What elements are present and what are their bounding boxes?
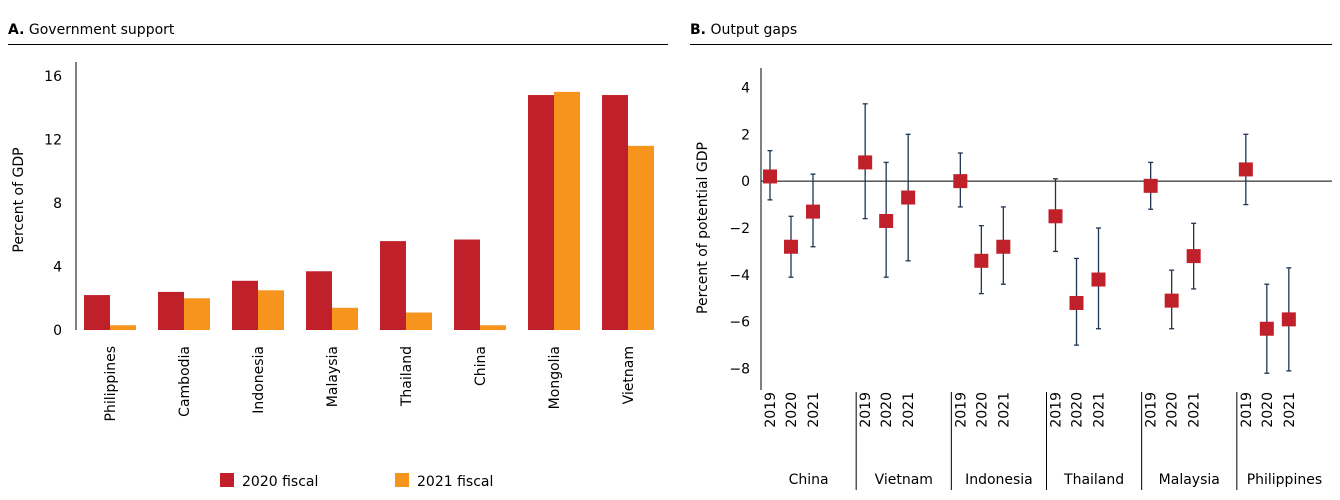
group-label: Philippines (1247, 472, 1322, 488)
x-tick-label: Mongolia (547, 346, 563, 409)
panel-a-title: A. Government support (8, 22, 174, 38)
group-label: Vietnam (875, 472, 933, 488)
x-tick-label: 2019 (1049, 392, 1065, 428)
bar-2021-cambodia (184, 298, 210, 330)
x-tick-label: 2021 (806, 392, 822, 428)
bar-2021-philippines (110, 325, 136, 330)
x-tick-label: 2021 (996, 392, 1012, 428)
panel-b-title: B. Output gaps (690, 22, 797, 38)
bar-2021-vietnam (628, 145, 654, 330)
bar-2020-thailand (380, 241, 406, 330)
x-tick-label: 2020 (1165, 392, 1181, 428)
x-tick-label: 2020 (879, 392, 895, 428)
point-philippines-2021 (1281, 312, 1296, 327)
point-indonesia-2020 (974, 253, 989, 268)
y-tick-label: 16 (44, 69, 62, 85)
point-malaysia-2021 (1186, 249, 1201, 264)
x-tick-label: 2019 (1239, 392, 1255, 428)
bar-2020-philippines (84, 295, 110, 330)
panel-a-letter: A. (8, 22, 25, 38)
point-vietnam-2020 (879, 213, 894, 228)
legend-label: 2020 fiscal (242, 474, 318, 490)
y-tick-label: −2 (729, 221, 750, 237)
bar-2020-malaysia (306, 271, 332, 330)
x-tick-label: 2020 (1260, 392, 1276, 428)
point-malaysia-2019 (1143, 178, 1158, 193)
y-axis-label: Percent of potential GDP (695, 142, 711, 314)
y-tick-label: −8 (729, 362, 750, 378)
x-tick-label: 2021 (1187, 392, 1203, 428)
x-tick-label: 2021 (1092, 392, 1108, 428)
point-philippines-2019 (1238, 162, 1253, 177)
x-tick-label: 2019 (1144, 392, 1160, 428)
x-tick-label: 2021 (1282, 392, 1298, 428)
legend-label: 2021 fiscal (417, 474, 493, 490)
panel-a-rule (8, 44, 668, 45)
group-label: Malaysia (1159, 472, 1220, 488)
legend-swatch (220, 473, 234, 487)
x-tick-label: 2020 (1070, 392, 1086, 428)
bar-2020-china (454, 239, 480, 330)
y-tick-label: 0 (741, 174, 750, 190)
point-malaysia-2020 (1164, 293, 1179, 308)
point-vietnam-2019 (858, 155, 873, 170)
group-label: Indonesia (965, 472, 1033, 488)
x-tick-label: 2020 (974, 392, 990, 428)
y-tick-label: 4 (53, 260, 62, 276)
x-tick-label: China (473, 346, 489, 386)
point-indonesia-2019 (953, 174, 968, 189)
panel-a-title-text: Government support (28, 22, 175, 38)
bar-2020-cambodia (158, 291, 184, 330)
x-tick-label: 2019 (763, 392, 779, 428)
bar-2021-indonesia (258, 290, 284, 330)
x-tick-label: Indonesia (251, 346, 267, 414)
bar-2020-mongolia (528, 95, 554, 330)
bar-2021-china (480, 325, 506, 330)
panel-b-rule (690, 44, 1332, 45)
bar-2020-indonesia (232, 280, 258, 330)
point-thailand-2021 (1091, 272, 1106, 287)
x-tick-label: Vietnam (621, 346, 637, 404)
point-vietnam-2021 (901, 190, 916, 205)
group-label: Thailand (1063, 472, 1124, 488)
panel-b-title-text: Output gaps (710, 22, 798, 38)
y-tick-label: −6 (729, 315, 750, 331)
x-tick-label: Thailand (399, 346, 415, 407)
government-support-chart: 0 4 8 12 16 Percent of GDP Philippines Cambodia… (11, 62, 654, 490)
y-tick-label: 12 (44, 133, 62, 149)
point-thailand-2020 (1069, 295, 1084, 310)
y-tick-label: 8 (53, 196, 62, 212)
x-tick-label: 2020 (784, 392, 800, 428)
group-label: China (789, 472, 829, 488)
y-tick-label: −4 (729, 268, 750, 284)
legend-swatch (395, 473, 409, 487)
point-china-2021 (806, 204, 820, 219)
x-tick-label: Cambodia (177, 346, 193, 417)
x-tick-label: Malaysia (325, 346, 341, 407)
x-tick-label: 2019 (953, 392, 969, 428)
bar-2021-thailand (406, 312, 432, 330)
point-china-2020 (784, 239, 798, 254)
bar-2020-vietnam (602, 95, 628, 330)
bar-2021-mongolia (554, 91, 580, 330)
point-indonesia-2021 (996, 239, 1011, 254)
x-tick-label: Philippines (103, 346, 119, 421)
panel-b-letter: B. (690, 22, 706, 38)
y-tick-label: 0 (53, 323, 62, 339)
bar-2021-malaysia (332, 307, 358, 330)
x-tick-label: 2021 (901, 392, 917, 428)
point-china-2019 (763, 169, 777, 184)
x-tick-label: 2019 (858, 392, 874, 428)
y-tick-label: 2 (741, 127, 750, 143)
y-axis-label: Percent of GDP (11, 147, 27, 252)
point-philippines-2020 (1259, 321, 1274, 336)
point-thailand-2019 (1048, 209, 1063, 224)
y-tick-label: 4 (741, 80, 750, 96)
